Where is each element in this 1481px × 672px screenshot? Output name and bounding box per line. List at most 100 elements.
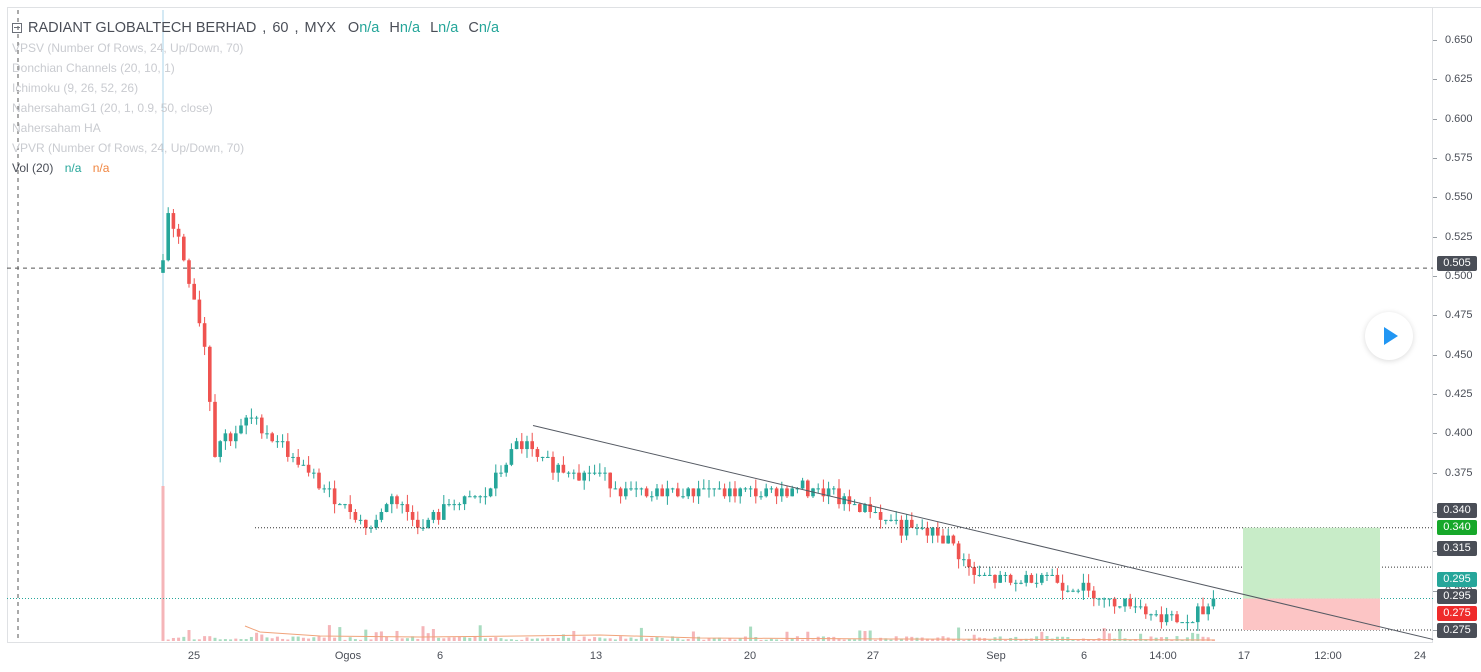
volume-bar	[161, 486, 165, 641]
volume-bar	[1024, 638, 1028, 641]
candle-body	[738, 488, 742, 497]
candle-body	[187, 260, 191, 284]
indicator-volume[interactable]: Vol (20) n/a n/a	[12, 158, 499, 178]
indicator-nahersaham-ha[interactable]: Nahersaham HA	[12, 121, 101, 135]
volume-bar	[447, 637, 451, 641]
indicator-donchian[interactable]: Donchian Channels (20, 10, 1)	[12, 61, 175, 75]
indicator-ichimoku[interactable]: Ichimoku (9, 26, 52, 26)	[12, 81, 139, 95]
volume-bar	[863, 631, 867, 641]
candle-body	[520, 441, 524, 450]
volume-bar	[608, 638, 612, 641]
indicator-nahersaham-g1[interactable]: NahersahamG1 (20, 1, 0.9, 50, close)	[12, 101, 213, 115]
volume-bar	[723, 639, 727, 641]
volume-bar	[457, 636, 461, 641]
price-tick-label: 0.600	[1445, 112, 1473, 125]
volume-bar	[676, 638, 680, 641]
indicator-vpvr[interactable]: VPVR (Number Of Rows, 24, Up/Down, 70)	[12, 141, 245, 155]
volume-bar	[1165, 637, 1169, 641]
volume-bar	[270, 638, 274, 641]
candle-body	[707, 488, 711, 490]
price-tick-label: 0.375	[1445, 466, 1473, 479]
candle-body	[592, 472, 597, 474]
candle-body	[390, 496, 394, 505]
candle-body	[821, 488, 826, 497]
candle-body	[702, 488, 706, 490]
candle-body	[982, 574, 987, 576]
volume-bar	[213, 637, 217, 641]
target-zone[interactable]	[1243, 527, 1380, 599]
legend: RADIANT GLOBALTECH BERHAD, 60, MYX On/a …	[12, 18, 499, 178]
volume-bar	[452, 637, 456, 641]
volume-bar	[1201, 636, 1205, 641]
price-pane[interactable]	[7, 7, 1433, 643]
stop-zone[interactable]	[1243, 598, 1380, 630]
candle-body	[670, 488, 675, 490]
candle-body	[244, 417, 248, 426]
volume-bar	[229, 639, 233, 641]
volume-bar	[1170, 639, 1174, 641]
candle-body	[426, 519, 430, 528]
volume-bar	[437, 637, 441, 641]
candle-body	[171, 213, 176, 229]
price-tick-label: 0.550	[1445, 191, 1473, 204]
candle-body	[457, 504, 462, 506]
volume-bar	[853, 639, 857, 641]
price-tick-label: 0.475	[1445, 309, 1473, 322]
price-tick-label: 0.525	[1445, 230, 1473, 243]
candle-body	[925, 527, 930, 536]
volume-bar	[343, 639, 347, 641]
volume-bar	[385, 636, 389, 641]
volume-bar	[187, 630, 191, 641]
indicator-vpsv[interactable]: VPSV (Number Of Rows, 24, Up/Down, 70)	[12, 41, 244, 55]
candle-body	[774, 488, 779, 497]
volume-bar	[749, 626, 753, 641]
candle-body	[260, 417, 264, 434]
candle-body	[899, 519, 904, 536]
volume-bar	[634, 638, 638, 641]
candle-body	[540, 456, 545, 458]
volume-bar	[265, 637, 269, 641]
volume-bar	[421, 626, 425, 641]
volume-bar	[972, 634, 976, 641]
ohlc-values: On/a Hn/a Ln/a Cn/a	[348, 18, 499, 38]
candle-body	[863, 504, 867, 512]
candle-body	[1175, 614, 1179, 623]
candle-body	[1107, 598, 1112, 600]
collapse-icon[interactable]	[12, 23, 22, 33]
volume-bar	[572, 630, 576, 641]
volume-bar	[1118, 628, 1122, 641]
volume-value-1: n/a	[64, 161, 82, 175]
candle-body	[379, 512, 384, 520]
volume-bar	[171, 637, 175, 641]
volume-bar	[301, 637, 305, 641]
volume-bar	[665, 639, 669, 641]
volume-bar	[1107, 633, 1111, 641]
volume-bar	[587, 638, 591, 641]
volume-bar	[249, 636, 253, 641]
volume-bar	[1139, 633, 1143, 641]
volume-bar	[255, 632, 259, 641]
volume-bar	[951, 639, 955, 641]
candle-body	[1128, 598, 1132, 607]
volume-bar	[759, 639, 763, 641]
volume-bar	[317, 636, 321, 641]
candle-body	[639, 488, 644, 490]
candle-body	[993, 574, 997, 583]
volume-bar	[353, 639, 357, 641]
trend-line[interactable]	[532, 424, 1434, 640]
candle-body	[936, 527, 940, 536]
candle-body	[1159, 614, 1164, 623]
candle-body	[728, 488, 732, 497]
volume-bar	[1003, 639, 1007, 641]
candle-body	[395, 496, 399, 505]
time-tick-label: 20	[743, 650, 757, 662]
price-axis[interactable]	[1433, 7, 1481, 643]
candle-body	[1060, 582, 1065, 591]
candle-body	[556, 464, 560, 473]
volume-bar	[307, 638, 311, 641]
volume-label: Vol (20)	[12, 161, 54, 175]
candle-body	[1206, 606, 1210, 615]
time-tick-label: Sep	[986, 650, 1006, 662]
volume-bar	[166, 639, 170, 641]
replay-play-button[interactable]	[1365, 312, 1413, 360]
